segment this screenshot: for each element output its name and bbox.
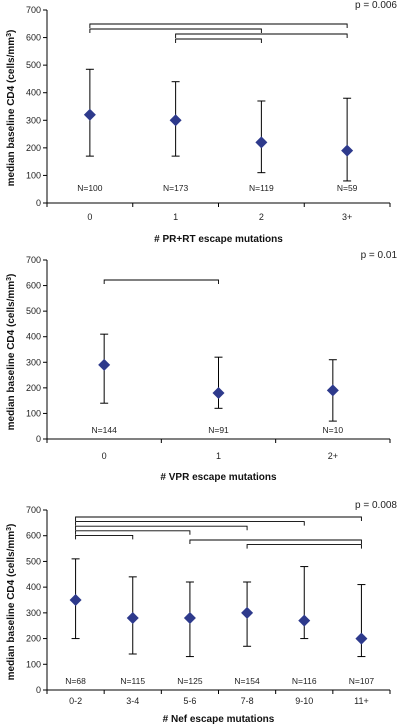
y-tick-label: 0 [36, 685, 41, 695]
y-tick-label: 700 [26, 255, 41, 265]
x-tick-label: 2 [259, 212, 264, 222]
y-tick-label: 400 [26, 88, 41, 98]
y-tick-label: 100 [26, 170, 41, 180]
median-marker [169, 114, 182, 127]
significance-bracket [89, 23, 348, 28]
y-axis-title: median baseline CD4 (cells/mm3) [6, 274, 18, 431]
n-label: N=119 [249, 183, 274, 193]
median-marker [98, 358, 111, 371]
y-axis-title-superscript: 3 [6, 277, 13, 281]
y-tick-label: 300 [26, 608, 41, 618]
significance-bracket [246, 544, 362, 549]
median-marker [341, 144, 354, 157]
median-marker [241, 606, 254, 619]
chart-panel-2: 0 100 200 300 400 500 600 700 N=144 0 N=91 1 N=10 2+ p… [6, 250, 398, 483]
x-axis-title: # Nef escape mutations [163, 714, 275, 724]
y-tick-label: 300 [26, 115, 41, 125]
y-tick-label: 500 [26, 60, 41, 70]
n-label: N=91 [208, 425, 229, 435]
y-axis-title-end: ) [6, 30, 17, 33]
median-marker [83, 108, 96, 121]
y-tick-label: 400 [26, 582, 41, 592]
y-tick-label: 700 [26, 5, 41, 15]
y-axis-title-superscript: 3 [6, 33, 13, 37]
n-label: N=115 [120, 676, 145, 686]
y-tick-label: 0 [36, 198, 41, 208]
significance-bracket [103, 279, 219, 284]
n-label: N=10 [323, 425, 344, 435]
x-tick-label: 0-2 [69, 696, 82, 706]
y-tick-label: 200 [26, 383, 41, 393]
y-tick-label: 100 [26, 659, 41, 669]
y-axis-title-main: median baseline CD4 (cells/mm [6, 281, 17, 431]
y-axis-title-end: ) [6, 524, 17, 527]
median-marker [326, 384, 339, 397]
n-label: N=154 [234, 676, 260, 686]
median-marker [298, 614, 311, 627]
significance-bracket [75, 521, 305, 526]
y-axis-title-end: ) [6, 274, 17, 277]
x-tick-label: 5-6 [183, 696, 196, 706]
significance-bracket [75, 525, 248, 531]
y-tick-label: 0 [36, 434, 41, 444]
significance-bracket [75, 530, 191, 535]
x-axis-title: # VPR escape mutations [160, 472, 277, 483]
n-label: N=116 [292, 676, 317, 686]
x-tick-label: 0 [87, 212, 92, 222]
chart-panel-3: 0 100 200 300 400 500 600 700 N=68 0-2 N=115 3-4 N=1… [6, 500, 398, 724]
y-axis-title-main: median baseline CD4 (cells/mm [6, 531, 17, 681]
median-marker [355, 632, 368, 645]
p-value: p = 0.008 [355, 500, 397, 511]
n-label: N=173 [163, 183, 189, 193]
x-tick-label: 11+ [354, 696, 369, 706]
x-tick-label: 1 [216, 451, 221, 461]
significance-bracket [175, 38, 262, 43]
n-label: N=100 [77, 183, 103, 193]
median-marker [126, 612, 139, 624]
x-axis-title: # PR+RT escape mutations [154, 234, 283, 245]
chart-panel-1: 0 100 200 300 400 500 600 700 N=100 0 N=173 1 N=119 2… [6, 0, 398, 245]
significance-bracket [75, 534, 134, 540]
y-tick-label: 700 [26, 505, 41, 515]
x-tick-label: 0 [102, 451, 107, 461]
x-tick-label: 2+ [328, 451, 338, 461]
x-tick-label: 9-10 [295, 696, 313, 706]
n-label: N=125 [177, 676, 203, 686]
y-axis-title-superscript: 3 [6, 527, 13, 531]
n-label: N=144 [92, 425, 118, 435]
significance-bracket [89, 28, 262, 33]
median-marker [212, 386, 225, 399]
y-tick-label: 500 [26, 556, 41, 566]
y-tick-label: 600 [26, 33, 41, 43]
significance-bracket [75, 516, 362, 521]
y-tick-label: 100 [26, 408, 41, 418]
significance-bracket [175, 33, 348, 38]
x-tick-label: 3-4 [126, 696, 139, 706]
y-tick-label: 200 [26, 634, 41, 644]
y-axis-title: median baseline CD4 (cells/mm3) [6, 30, 18, 187]
y-tick-label: 200 [26, 143, 41, 153]
y-tick-label: 500 [26, 306, 41, 316]
p-value: p = 0.006 [355, 0, 397, 11]
y-tick-label: 400 [26, 332, 41, 342]
median-marker [183, 612, 196, 624]
x-tick-label: 1 [173, 212, 178, 222]
n-label: N=59 [337, 183, 358, 193]
significance-bracket [189, 539, 362, 544]
y-tick-label: 600 [26, 281, 41, 291]
x-tick-label: 7-8 [241, 696, 254, 706]
x-tick-label: 3+ [342, 212, 352, 222]
y-tick-label: 600 [26, 531, 41, 541]
y-tick-label: 300 [26, 357, 41, 367]
n-label: N=68 [65, 676, 86, 686]
n-label: N=107 [349, 676, 375, 686]
median-marker [255, 136, 268, 149]
y-axis-title-main: median baseline CD4 (cells/mm [6, 37, 17, 187]
median-marker [69, 594, 82, 606]
p-value: p = 0.01 [361, 250, 398, 261]
y-axis-title: median baseline CD4 (cells/mm3) [6, 524, 18, 681]
